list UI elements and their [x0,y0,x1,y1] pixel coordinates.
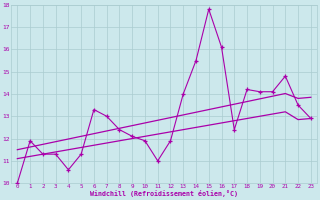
X-axis label: Windchill (Refroidissement éolien,°C): Windchill (Refroidissement éolien,°C) [90,190,238,197]
